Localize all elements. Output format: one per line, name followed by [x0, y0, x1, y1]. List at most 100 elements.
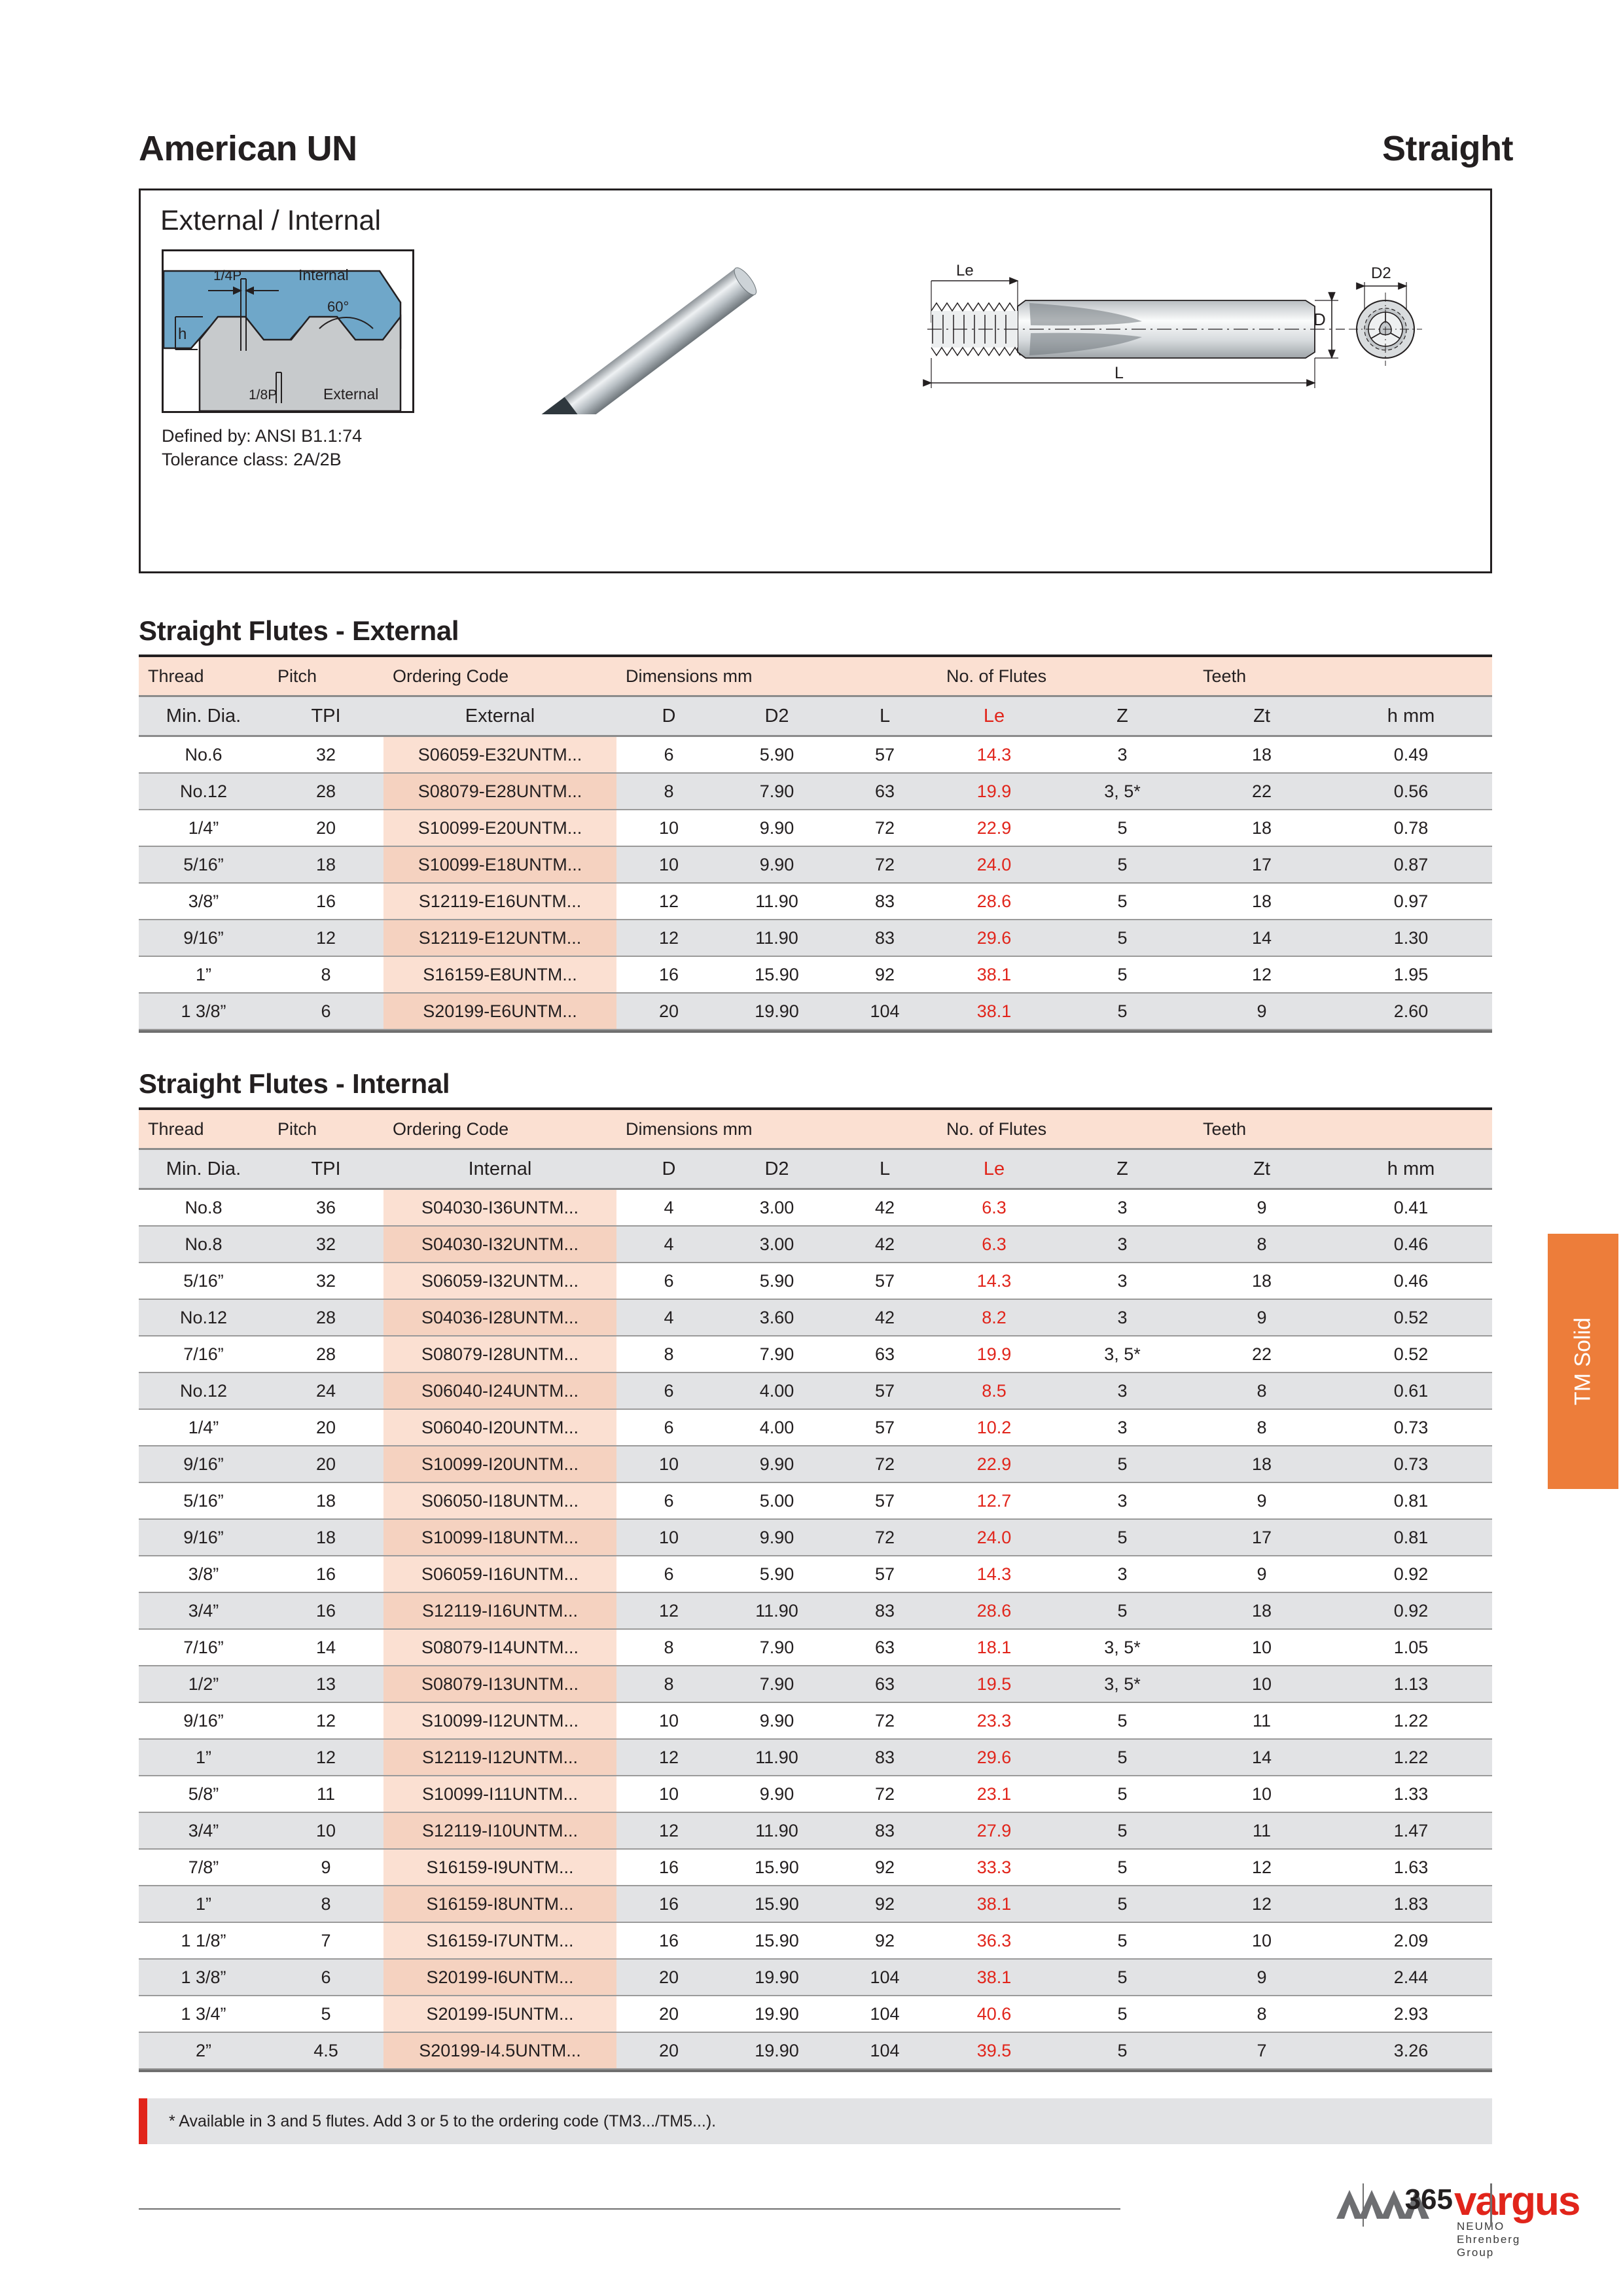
- table-cell: 3/8”: [139, 1556, 268, 1592]
- vargus-mountain-icon: [1336, 2190, 1429, 2219]
- table-cell: 10: [1194, 1629, 1330, 1666]
- table-cell: 7.90: [721, 1629, 832, 1666]
- table-cell: 8.5: [937, 1372, 1052, 1410]
- ordering-code-cell: S16159-E8UNTM...: [383, 956, 616, 993]
- table-row[interactable]: 1 3/8” 6 S20199-E6UNTM... 20 19.90 104 38.1 5 9 2…: [139, 992, 1493, 1030]
- table-cell: 15.90: [721, 1922, 832, 1959]
- table-straight-flutes-internal: Thread Pitch Ordering Code Dimensions mm No.…: [139, 1107, 1493, 2072]
- table-cell: 14.3: [937, 736, 1052, 773]
- table-row[interactable]: 3/4” 10 S12119-I10UNTM... 12 11.90 83 27.9 5 11 1…: [139, 1812, 1493, 1850]
- table-row[interactable]: No.8 36 S04030-I36UNTM... 4 3.00 42 6.3 3 9 0.41: [139, 1189, 1493, 1226]
- section-title-external: Straight Flutes - External: [139, 615, 459, 646]
- table-row[interactable]: No.12 28 S08079-E28UNTM... 8 7.90 63 19.9 3, 5*…: [139, 772, 1493, 810]
- table-row[interactable]: 1” 12 S12119-I12UNTM... 12 11.90 83 29.6 5 14 1.2…: [139, 1738, 1493, 1776]
- table-row[interactable]: No.6 32 S06059-E32UNTM... 6 5.90 57 14.3 3 18 0.4…: [139, 736, 1493, 773]
- table-row[interactable]: 7/16” 14 S08079-I14UNTM... 8 7.90 63 18.1 3, 5*…: [139, 1629, 1493, 1666]
- table-row[interactable]: 5/16” 32 S06059-I32UNTM... 6 5.90 57 14.3 3 18 0.…: [139, 1263, 1493, 1299]
- table-cell: 9: [1194, 1189, 1330, 1226]
- table-cell: No.12: [139, 1299, 268, 1336]
- table-cell: 1/4”: [139, 1409, 268, 1446]
- dim-label-d: D: [1313, 310, 1326, 329]
- column-header-cell: h mm: [1330, 695, 1493, 737]
- table-cell: 5.90: [721, 1263, 832, 1299]
- table-cell: 57: [832, 1556, 938, 1592]
- table-cell: 8: [616, 1629, 721, 1666]
- table-cell: 18.1: [937, 1629, 1052, 1666]
- table-row[interactable]: 9/16” 18 S10099-I18UNTM... 10 9.90 72 24.0 5 17 0…: [139, 1518, 1493, 1556]
- ordering-code-cell: S16159-I9UNTM...: [383, 1849, 616, 1886]
- table-row[interactable]: 1/4” 20 S06040-I20UNTM... 6 4.00 57 10.2 3 8 0.73: [139, 1409, 1493, 1446]
- column-header-cell: Zt: [1194, 1148, 1330, 1190]
- table-cell: 22: [1194, 1336, 1330, 1372]
- table-cell: 23.1: [937, 1776, 1052, 1812]
- table-cell: 3: [1051, 1263, 1194, 1299]
- table-cell: 3.60: [721, 1299, 832, 1336]
- table-row[interactable]: 3/4” 16 S12119-I16UNTM... 12 11.90 83 28.6 5 18 0…: [139, 1592, 1493, 1630]
- table-cell: 22: [1194, 772, 1330, 810]
- table-cell: 10: [616, 1776, 721, 1812]
- table-cell: 23.3: [937, 1702, 1052, 1739]
- table-row[interactable]: 1” 8 S16159-E8UNTM... 16 15.90 92 38.1 5 12 1.95: [139, 956, 1493, 993]
- table-cell: 92: [832, 956, 938, 993]
- table-cell: 19.90: [721, 2032, 832, 2070]
- table-cell: 5/16”: [139, 1482, 268, 1519]
- table-cell: 4.00: [721, 1409, 832, 1446]
- table-cell: 57: [832, 1372, 938, 1410]
- table-straight-flutes-external: Thread Pitch Ordering Code Dimensions mm No.…: [139, 655, 1493, 1033]
- ordering-code-cell: S08079-I28UNTM...: [383, 1336, 616, 1372]
- table-cell: 1/2”: [139, 1665, 268, 1703]
- table-row[interactable]: 2” 4.5 S20199-I4.5UNTM... 20 19.90 104 39.5 5 7 3…: [139, 2032, 1493, 2070]
- table-cell: 1/4”: [139, 810, 268, 846]
- table-row[interactable]: 5/16” 18 S06050-I18UNTM... 6 5.00 57 12.7 3 9 0.8…: [139, 1482, 1493, 1519]
- table-row[interactable]: 9/16” 12 S12119-E12UNTM... 12 11.90 83 29.6 5 14…: [139, 919, 1493, 957]
- table-row[interactable]: No.12 28 S04036-I28UNTM... 4 3.60 42 8.2 3 9 0.52: [139, 1299, 1493, 1336]
- label-h: h: [178, 325, 187, 343]
- table-cell: 0.73: [1330, 1445, 1493, 1483]
- table-cell: 3/8”: [139, 883, 268, 920]
- table-cell: 6: [268, 1958, 383, 1996]
- table-row[interactable]: 9/16” 12 S10099-I12UNTM... 10 9.90 72 23.3 5 11 1…: [139, 1702, 1493, 1739]
- ordering-code-cell: S04036-I28UNTM...: [383, 1299, 616, 1336]
- table-cell: 83: [832, 1738, 938, 1776]
- ordering-code-cell: S20199-E6UNTM...: [383, 992, 616, 1030]
- side-tab-tm-solid[interactable]: TM Solid: [1548, 1234, 1618, 1489]
- page-footer: vargus NEUMO Ehrenberg Group 365: [139, 2179, 1580, 2259]
- table-row[interactable]: 3/8” 16 S12119-E16UNTM... 12 11.90 83 28.6 5 18 0…: [139, 883, 1493, 920]
- table-cell: 72: [832, 1702, 938, 1739]
- table-cell: 14: [1194, 919, 1330, 957]
- table-row[interactable]: 1/2” 13 S08079-I13UNTM... 8 7.90 63 19.5 3, 5* 1…: [139, 1665, 1493, 1703]
- table-cell: 7/8”: [139, 1849, 268, 1886]
- table-cell: 2.09: [1330, 1922, 1493, 1959]
- table-row[interactable]: 1 1/8” 7 S16159-I7UNTM... 16 15.90 92 36.3 5 10 2…: [139, 1922, 1493, 1959]
- table-row[interactable]: 5/16” 18 S10099-E18UNTM... 10 9.90 72 24.0 5 17 0…: [139, 846, 1493, 884]
- panel-title: External / Internal: [160, 205, 382, 236]
- table-row[interactable]: 1” 8 S16159-I8UNTM... 16 15.90 92 38.1 5 12 1.83: [139, 1885, 1493, 1923]
- table-cell: 18: [1194, 883, 1330, 920]
- table-cell: 6.3: [937, 1189, 1052, 1226]
- table-row[interactable]: No.8 32 S04030-I32UNTM... 4 3.00 42 6.3 3 8 0.46: [139, 1225, 1493, 1263]
- table-cell: 18: [268, 846, 383, 884]
- table-row[interactable]: No.12 24 S06040-I24UNTM... 6 4.00 57 8.5 3 8 0.61: [139, 1372, 1493, 1410]
- table-cell: 3/4”: [139, 1592, 268, 1630]
- table-cell: 5: [1051, 1849, 1194, 1886]
- table-cell: 1.95: [1330, 956, 1493, 993]
- table-cell: 1.47: [1330, 1812, 1493, 1850]
- table-row[interactable]: 5/8” 11 S10099-I11UNTM... 10 9.90 72 23.1 5 10 1.…: [139, 1776, 1493, 1812]
- table-cell: 7/16”: [139, 1336, 268, 1372]
- table-cell: 1”: [139, 1738, 268, 1776]
- table-end-rule: [139, 1029, 1493, 1033]
- table-row[interactable]: 7/8” 9 S16159-I9UNTM... 16 15.90 92 33.3 5 12 1.6…: [139, 1849, 1493, 1886]
- table-row[interactable]: 1/4” 20 S10099-E20UNTM... 10 9.90 72 22.9 5 18 0.…: [139, 810, 1493, 846]
- table-row[interactable]: 1 3/8” 6 S20199-I6UNTM... 20 19.90 104 38.1 5 9 2…: [139, 1958, 1493, 1996]
- table-cell: 17: [1194, 1518, 1330, 1556]
- table-row[interactable]: 7/16” 28 S08079-I28UNTM... 8 7.90 63 19.9 3, 5*…: [139, 1336, 1493, 1372]
- ordering-code-cell: S06050-I18UNTM...: [383, 1482, 616, 1519]
- table-cell: 29.6: [937, 919, 1052, 957]
- table-cell: 3: [1051, 1372, 1194, 1410]
- vargus-wordmark: vargus: [1454, 2179, 1580, 2224]
- table-row[interactable]: 3/8” 16 S06059-I16UNTM... 6 5.90 57 14.3 3 9 0.92: [139, 1556, 1493, 1592]
- table-cell: 13: [268, 1665, 383, 1703]
- table-row[interactable]: 9/16” 20 S10099-I20UNTM... 10 9.90 72 22.9 5 18 0…: [139, 1445, 1493, 1483]
- table-row[interactable]: 1 3/4” 5 S20199-I5UNTM... 20 19.90 104 40.6 5 8 2…: [139, 1996, 1493, 2032]
- dim-label-le: Le: [956, 262, 974, 279]
